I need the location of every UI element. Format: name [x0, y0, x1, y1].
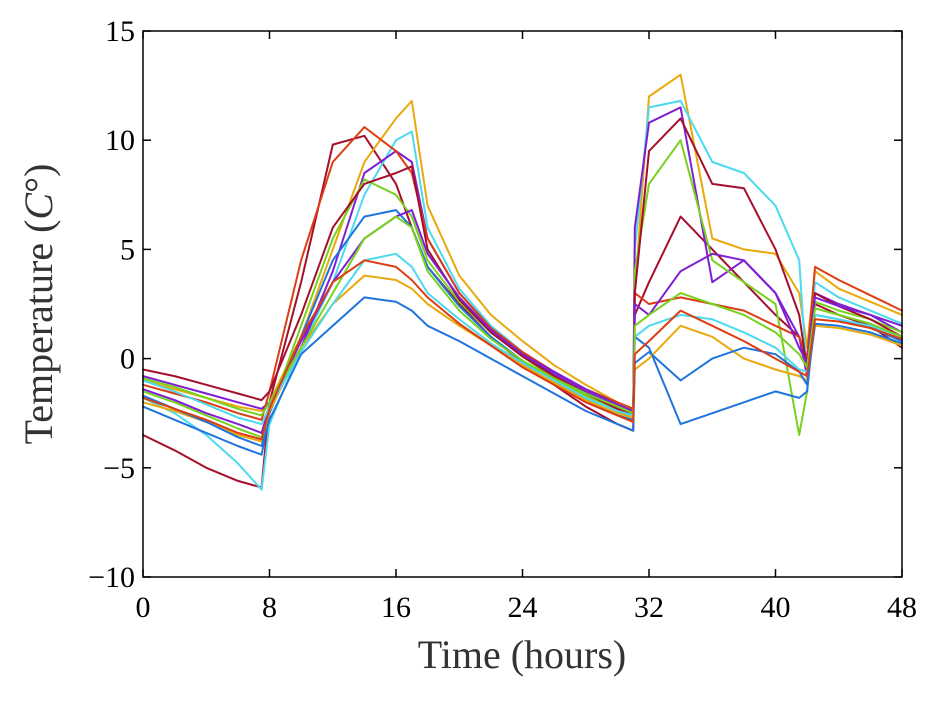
y-tick-label: 10	[105, 124, 135, 157]
series-line-14	[142, 259, 903, 441]
y-tick-label: 0	[120, 343, 135, 376]
x-tick-label: 40	[761, 591, 791, 624]
x-axis-label: Time (hours)	[418, 632, 627, 677]
y-axis-label-unit: C	[16, 192, 61, 220]
y-axis-label: Temperature (C°)	[16, 164, 61, 445]
x-tick-label: 0	[136, 591, 151, 624]
y-axis-label-unit-suffix: °)	[16, 164, 61, 193]
series-line-5	[142, 139, 903, 439]
y-tick-label: 5	[120, 233, 135, 266]
series-line-8	[142, 117, 903, 417]
series-layer	[142, 73, 903, 491]
y-tick-label: −5	[103, 452, 135, 485]
x-tick-label: 48	[887, 591, 917, 624]
ticks-layer: 0 8 16 24 32 40 48 −10 −5 0 5 10 15	[88, 15, 917, 624]
series-line-12	[142, 215, 903, 417]
x-tick-label: 8	[262, 591, 277, 624]
x-tick-label: 24	[508, 591, 538, 624]
x-tick-label: 32	[634, 591, 664, 624]
y-axis-label-text: Temperature (	[16, 220, 61, 445]
plot-frame	[142, 30, 903, 578]
y-tick-label: 15	[105, 15, 135, 48]
x-tick-label: 16	[381, 591, 411, 624]
y-tick-label: −10	[88, 561, 135, 594]
